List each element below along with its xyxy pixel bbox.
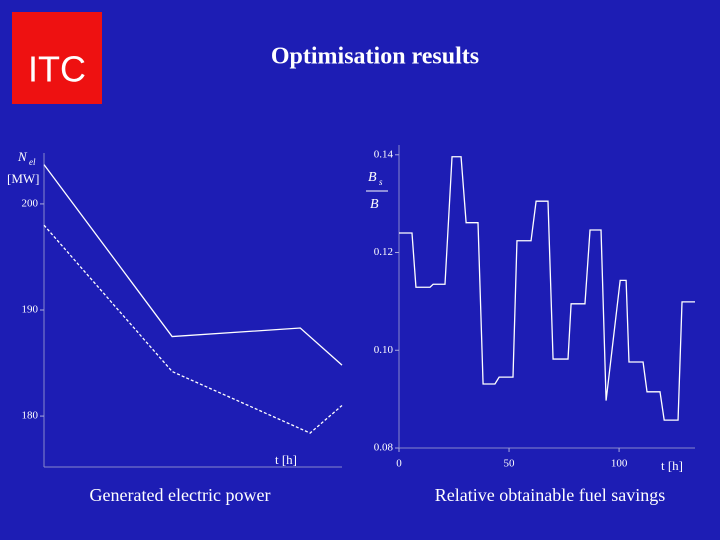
x-label: t [h] (661, 458, 683, 473)
x-tick-label: 100 (611, 458, 628, 470)
title: Optimisation results (271, 44, 479, 70)
caption: Relative obtainable fuel savings (435, 485, 665, 505)
y-tick-label: 0.08 (374, 442, 394, 454)
y-label-denominator: B (370, 197, 379, 212)
y-label-subscript: s (379, 177, 383, 187)
line-series (399, 156, 695, 421)
x-tick-label: 0 (396, 458, 402, 470)
caption: Generated electric power (90, 485, 271, 505)
x-tick-label: 50 (504, 458, 516, 470)
y-label-subscript: el (29, 157, 36, 167)
y-label-unit: [MW] (7, 171, 40, 186)
x-label: t [h] (275, 452, 297, 467)
logo: ITC (28, 49, 86, 90)
y-label-numerator: B (368, 170, 377, 185)
line-series (43, 224, 343, 434)
y-tick-label: 0.14 (374, 148, 394, 160)
y-label-symbol: N (17, 149, 28, 164)
logo-box (12, 12, 102, 104)
y-tick-label: 190 (22, 304, 39, 316)
line-series (43, 164, 343, 366)
y-tick-label: 180 (22, 410, 39, 422)
y-tick-label: 0.10 (374, 344, 394, 356)
y-tick-label: 200 (22, 197, 39, 209)
y-tick-label: 0.12 (374, 246, 393, 258)
